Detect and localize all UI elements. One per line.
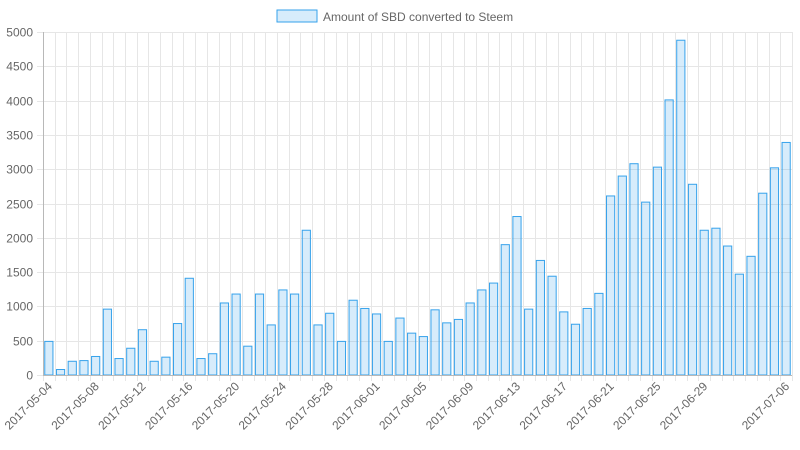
bar[interactable] [477,289,487,376]
bar[interactable] [570,323,581,376]
bar[interactable] [219,302,229,376]
bar[interactable] [781,141,791,376]
bar[interactable] [254,293,265,376]
y-tick-label: 2500 [6,198,33,212]
y-tick-label: 1000 [6,300,33,314]
bar[interactable] [407,332,417,376]
bar[interactable] [641,201,651,376]
bar[interactable] [594,292,604,376]
y-tick-label: 3500 [6,129,33,143]
bar[interactable] [535,259,545,376]
y-axis-ticks: 0 500 1000 1500 2000 2500 3000 3500 4000 4500 5000 [6,26,33,383]
bar[interactable] [500,244,510,376]
bar[interactable] [547,275,557,376]
x-axis-ticks: 2017-05-042017-05-082017-05-122017-05-16… [2,379,793,433]
bar[interactable] [208,353,218,376]
y-tick-label: 0 [26,369,33,383]
bar[interactable] [559,311,569,376]
y-tick-label: 3000 [6,163,33,177]
x-tick-label: 2017-06-21 [563,379,617,433]
bar[interactable] [243,345,253,376]
bar[interactable] [266,324,276,376]
bar[interactable] [301,229,311,376]
bar[interactable] [664,99,674,376]
bar[interactable] [746,255,756,376]
bar[interactable] [699,229,709,376]
x-tick-label: 2017-06-25 [610,379,664,433]
bar[interactable] [79,360,89,376]
bar[interactable] [488,282,499,376]
bar[interactable] [758,192,768,376]
axes [43,32,792,376]
x-tick-label: 2017-05-12 [95,379,149,433]
bar[interactable] [172,323,183,376]
bar[interactable] [149,360,159,376]
x-tick-label: 2017-06-09 [423,379,477,433]
bar[interactable] [395,317,405,376]
bar[interactable] [582,307,592,376]
y-tick-label: 500 [13,335,33,349]
bar[interactable] [676,39,686,376]
x-tick-label: 2017-06-17 [517,379,571,433]
bar[interactable] [711,227,721,376]
bar[interactable] [687,183,698,376]
bar[interactable] [430,309,440,376]
bar[interactable] [360,307,370,376]
bar[interactable] [769,167,780,376]
bar[interactable] [44,340,54,376]
bar[interactable] [313,324,323,376]
bar[interactable] [336,340,347,376]
bar[interactable] [512,216,522,376]
x-tick-label: 2017-05-16 [142,379,196,433]
bar[interactable] [442,322,452,376]
y-tick-label: 1500 [6,266,33,280]
x-tick-label: 2017-05-24 [236,379,290,433]
bar[interactable] [161,356,171,376]
bar[interactable] [102,308,112,376]
bar[interactable] [231,293,241,376]
bar[interactable] [606,195,616,376]
x-tick-label: 2017-06-05 [376,379,430,433]
legend[interactable]: Amount of SBD converted to Steem [276,9,513,24]
bar[interactable] [418,336,428,376]
bar[interactable] [617,175,627,376]
bar[interactable] [126,347,136,376]
bar[interactable] [524,308,534,376]
bar[interactable] [137,329,148,376]
x-tick-label: 2017-07-06 [739,379,793,433]
x-tick-label: 2017-05-04 [2,379,56,433]
y-tick-label: 2000 [6,232,33,246]
x-tick-label: 2017-05-08 [49,379,103,433]
bar[interactable] [652,166,663,376]
bar[interactable] [67,360,77,376]
bar[interactable] [290,293,300,376]
x-tick-label: 2017-05-20 [189,379,243,433]
x-tick-label: 2017-06-01 [329,379,383,433]
bar[interactable] [734,273,744,376]
y-tick-label: 4500 [6,60,33,74]
bars [44,39,791,376]
bar[interactable] [723,245,733,376]
bar[interactable] [629,163,639,376]
x-tick-label: 2017-06-29 [657,379,711,433]
y-tick-label: 5000 [6,26,33,40]
bar[interactable] [196,358,206,376]
y-tick-label: 4000 [6,95,33,109]
x-tick-label: 2017-05-28 [283,379,337,433]
x-tick-label: 2017-06-13 [470,379,524,433]
bar[interactable] [383,340,393,376]
bar[interactable] [348,299,358,376]
legend-label: Amount of SBD converted to Steem [323,10,513,24]
bar[interactable] [55,369,66,376]
bar[interactable] [184,277,194,376]
bar[interactable] [325,312,335,376]
bar[interactable] [371,313,382,376]
bar[interactable] [453,318,464,376]
bar[interactable] [91,355,101,376]
bar[interactable] [465,302,475,376]
bar[interactable] [278,289,288,376]
legend-swatch [276,9,318,23]
bar[interactable] [114,358,124,376]
